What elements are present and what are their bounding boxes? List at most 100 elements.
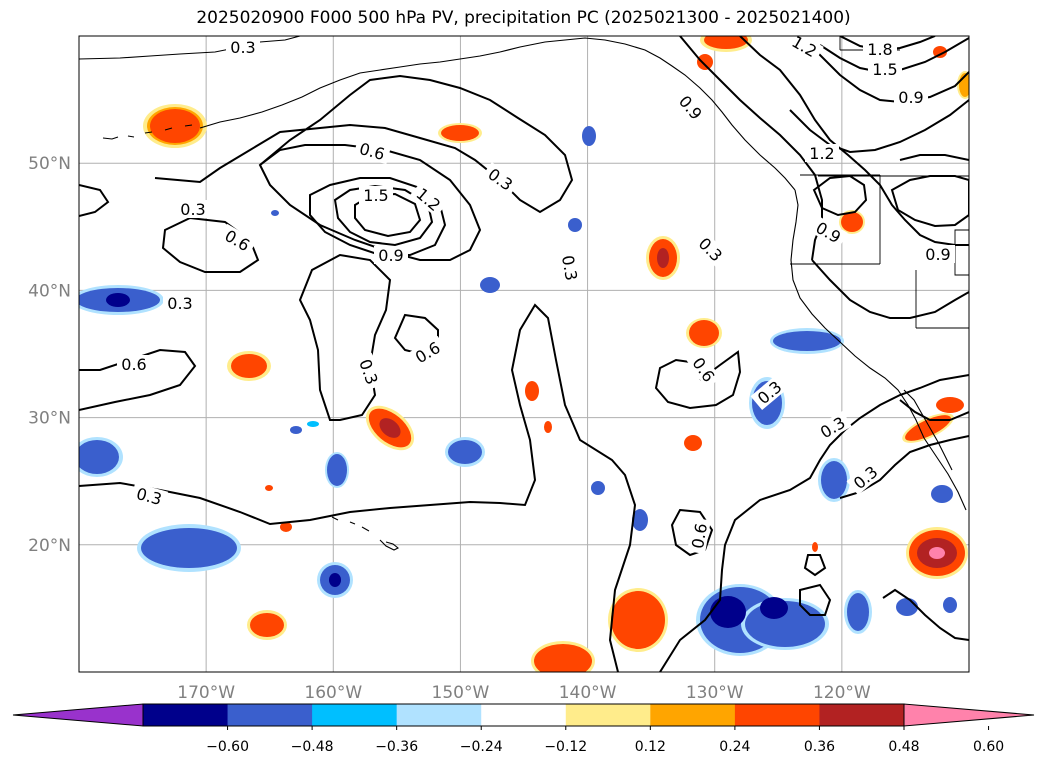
contour-label: 0.3	[130, 482, 169, 510]
contour-label: 0.9	[921, 245, 955, 264]
precip-blob	[317, 562, 353, 598]
precip-blob	[525, 381, 539, 401]
colorbar-tick-label: −0.48	[291, 739, 334, 755]
precipitation-anomaly-layer	[79, 36, 969, 672]
precip-blob	[896, 598, 918, 616]
precip-blob	[906, 527, 968, 579]
contour-label: 0.6	[686, 350, 721, 389]
contour-label: 0.9	[374, 246, 408, 265]
colorbar-extend-high	[903, 703, 1035, 727]
pv-contour	[79, 184, 110, 217]
contour-label: 1.2	[805, 144, 839, 163]
longitude-tick-label: 140°W	[559, 683, 617, 703]
precip-blob	[143, 104, 207, 148]
precip-blob	[438, 123, 482, 143]
colorbar-segment	[396, 704, 482, 726]
contour-label: 0.3	[176, 200, 210, 219]
coastline-alaska-peninsula	[199, 51, 501, 129]
precip-blob	[480, 277, 500, 293]
pv-contour	[654, 350, 742, 410]
colorbar-tick-label: −0.60	[206, 739, 249, 755]
svg-text:0.3: 0.3	[230, 38, 255, 57]
precip-blob	[365, 405, 415, 451]
precip-blob	[943, 597, 957, 613]
longitude-labels: 170°W 160°W 150°W 140°W 130°W 120°W	[177, 683, 871, 703]
gridlines	[79, 36, 969, 672]
precip-blob	[290, 426, 302, 434]
pv-contours	[79, 36, 969, 672]
coastline-gulf-of-alaska	[499, 37, 796, 191]
pv-contour	[161, 216, 260, 273]
svg-text:0.9: 0.9	[378, 246, 403, 265]
colorbar-segment	[312, 704, 398, 726]
coastline-alaska	[79, 36, 301, 60]
colorbar-segment	[481, 704, 567, 726]
precip-blob	[531, 641, 595, 672]
pv-contour	[659, 374, 969, 672]
contour-label: 1.2	[785, 29, 824, 63]
pv-contour	[882, 588, 969, 641]
precip-blob	[686, 318, 722, 348]
precip-blob	[568, 218, 582, 232]
precip-blob	[936, 397, 964, 413]
contour-label: 0.3	[163, 294, 197, 313]
svg-text:1.5: 1.5	[872, 60, 897, 79]
precip-blob	[325, 452, 349, 488]
precip-blob	[770, 328, 844, 354]
contour-label: 0.3	[846, 459, 885, 496]
contour-label: 1.5	[868, 60, 902, 79]
colorbar-segment	[650, 704, 736, 726]
colorbar-tick-label: −0.36	[375, 739, 418, 755]
longitude-tick-label: 160°W	[304, 683, 362, 703]
precip-blob	[632, 509, 648, 531]
precip-blob	[844, 590, 872, 634]
longitude-tick-label: 170°W	[177, 683, 235, 703]
latitude-tick-label: 40°N	[28, 281, 71, 301]
pv-contour	[799, 583, 832, 616]
precip-blob	[818, 458, 850, 502]
precip-blob	[227, 351, 271, 381]
precip-blob	[79, 437, 123, 477]
precip-blob	[839, 210, 865, 234]
longitude-tick-label: 120°W	[813, 683, 871, 703]
precip-blob	[931, 485, 953, 503]
aleutian-islands	[102, 124, 193, 140]
precip-blob	[902, 413, 954, 443]
svg-text:0.9: 0.9	[898, 88, 923, 107]
contour-label: 0.6	[687, 517, 711, 555]
precip-blob	[696, 584, 829, 656]
svg-text:1.2: 1.2	[809, 144, 834, 163]
svg-text:0.6: 0.6	[121, 355, 146, 374]
precip-blob	[265, 485, 273, 491]
pv-contour	[298, 253, 392, 421]
contour-label: 0.3	[813, 410, 852, 444]
contour-label: 0.9	[894, 88, 928, 107]
colorbar-tick-label: 0.48	[888, 739, 919, 755]
contour-label: 1.8	[863, 40, 897, 59]
precip-blob	[646, 236, 680, 280]
precip-blob	[445, 437, 485, 467]
svg-text:0.3: 0.3	[167, 294, 192, 313]
colorbar-segment	[819, 704, 905, 726]
longitude-tick-label: 150°W	[432, 683, 490, 703]
longitude-tick-label: 130°W	[686, 683, 744, 703]
pv-contour	[739, 36, 969, 246]
precip-blob	[697, 54, 713, 70]
contour-label: 0.6	[117, 355, 151, 374]
pv-contour	[811, 259, 969, 319]
state-borders	[790, 175, 969, 329]
coastline-baja	[903, 389, 953, 471]
pv-contour	[789, 99, 969, 154]
svg-text:0.6: 0.6	[688, 522, 711, 550]
colorbar-tick-label: −0.12	[544, 739, 587, 755]
latitude-tick-label: 20°N	[28, 536, 71, 556]
colorbar: −0.60 −0.48 −0.36 −0.24 −0.12 0.12 0.24 0.36 0.4…	[12, 703, 1035, 755]
colorbar-extend-low	[12, 703, 144, 727]
colorbar-segment	[227, 704, 313, 726]
colorbar-segment	[565, 704, 651, 726]
plot-title: 2025020900 F000 500 hPa PV, precipitatio…	[196, 8, 851, 28]
precip-blob	[544, 421, 552, 433]
contour-label: 0.3	[354, 352, 384, 391]
latitude-labels: 50°N 40°N 30°N 20°N	[28, 154, 71, 556]
precip-blob	[608, 588, 668, 652]
